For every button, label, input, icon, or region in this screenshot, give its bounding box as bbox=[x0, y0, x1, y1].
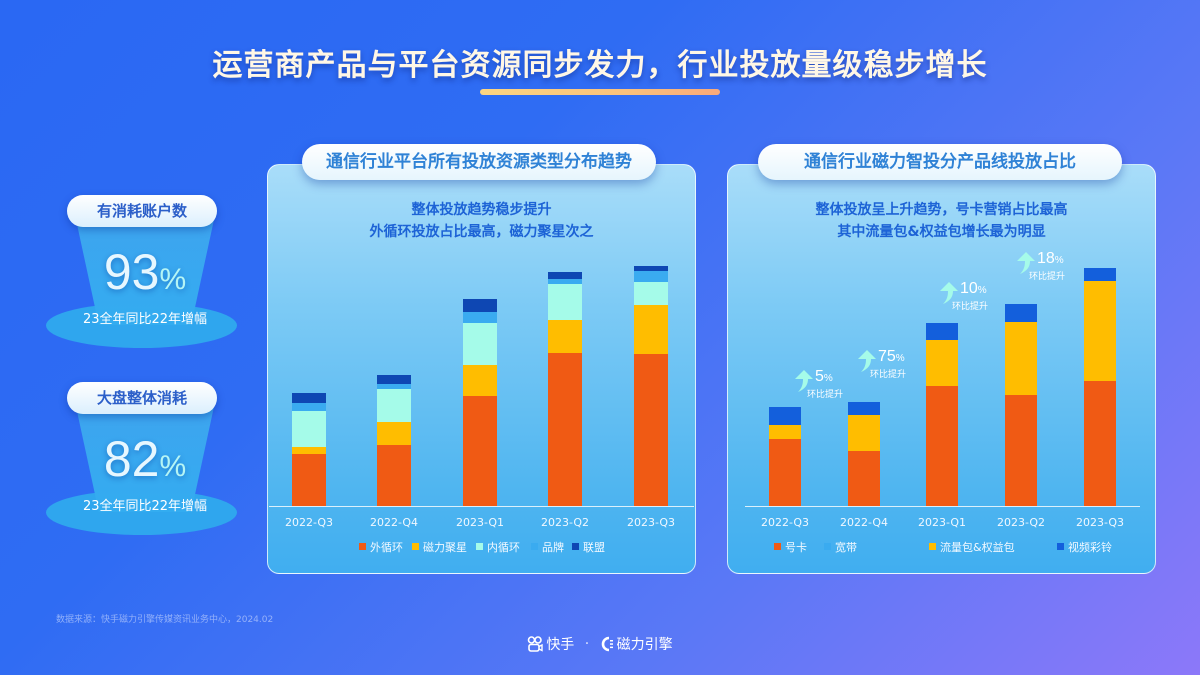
kpi-label: 有消耗账户数 bbox=[67, 195, 217, 227]
bar-segment bbox=[377, 389, 411, 422]
bar-segment bbox=[634, 266, 668, 271]
bar-segment bbox=[848, 451, 880, 506]
x-axis-label: 2023-Q2 bbox=[540, 516, 590, 529]
bar-segment bbox=[926, 323, 958, 340]
bar-segment bbox=[848, 415, 880, 451]
bar-segment bbox=[926, 386, 958, 506]
up-arrow-icon bbox=[795, 370, 813, 392]
legend-swatch bbox=[359, 543, 366, 550]
bar-segment bbox=[548, 320, 582, 353]
x-axis-label: 2023-Q3 bbox=[1075, 516, 1125, 529]
bar-segment bbox=[292, 393, 326, 403]
legend-swatch bbox=[476, 543, 483, 550]
bar-segment bbox=[769, 439, 801, 506]
up-arrow-icon bbox=[858, 350, 876, 372]
x-axis-label: 2023-Q2 bbox=[996, 516, 1046, 529]
bar-segment bbox=[1005, 322, 1037, 395]
bar-segment bbox=[1084, 281, 1116, 381]
bar-segment bbox=[548, 284, 582, 320]
bar-segment bbox=[769, 425, 801, 439]
footer-brand: 快手 · 磁力引擎 bbox=[0, 634, 1200, 654]
growth-annotation: 75% 环比提升 bbox=[858, 348, 928, 388]
title-underline bbox=[480, 89, 720, 95]
bar-segment bbox=[377, 422, 411, 445]
cili-engine-logo-icon bbox=[601, 636, 613, 652]
left-chart-title: 通信行业平台所有投放资源类型分布趋势 bbox=[302, 144, 656, 180]
legend-swatch bbox=[1057, 543, 1064, 550]
bar-segment bbox=[634, 282, 668, 305]
right-chart-baseline bbox=[745, 506, 1140, 507]
bar-segment bbox=[292, 447, 326, 454]
bar-segment bbox=[463, 299, 497, 312]
legend-swatch bbox=[824, 543, 831, 550]
kpi-value: 82% bbox=[103, 431, 187, 487]
up-arrow-icon bbox=[1017, 252, 1035, 274]
bar-segment bbox=[1005, 304, 1037, 322]
right-chart-description: 整体投放呈上升趋势，号卡营销占比最高 其中流量包&权益包增长最为明显 bbox=[815, 202, 1068, 240]
legend-item: 号卡 bbox=[774, 539, 807, 555]
kpi-active-accounts: 有消耗账户数 93% 23全年同比22年增幅 bbox=[40, 185, 250, 355]
legend-item: 视频彩铃 bbox=[1057, 539, 1112, 555]
legend-swatch bbox=[774, 543, 781, 550]
left-chart-baseline bbox=[269, 506, 694, 507]
legend-swatch bbox=[412, 543, 419, 550]
legend-swatch bbox=[531, 543, 538, 550]
kpi-label: 大盘整体消耗 bbox=[67, 382, 217, 414]
legend-swatch bbox=[572, 543, 579, 550]
bar-segment bbox=[548, 279, 582, 284]
left-chart-description: 整体投放趋势稳步提升 外循环投放占比最高，磁力聚星次之 bbox=[369, 202, 594, 240]
bar-segment bbox=[377, 375, 411, 384]
bar-segment bbox=[548, 353, 582, 506]
growth-annotation: 5% 环比提升 bbox=[795, 368, 865, 408]
bar-segment bbox=[463, 396, 497, 506]
x-axis-label: 2022-Q3 bbox=[760, 516, 810, 529]
kuaishou-logo-icon bbox=[528, 636, 544, 652]
kpi-caption: 23全年同比22年增幅 bbox=[82, 312, 208, 327]
legend-swatch bbox=[929, 543, 936, 550]
legend-item: 流量包&权益包 bbox=[929, 539, 1015, 555]
x-axis-label: 2022-Q3 bbox=[284, 516, 334, 529]
bar-segment bbox=[634, 271, 668, 282]
kpi-caption: 23全年同比22年增幅 bbox=[82, 499, 208, 514]
legend-item: 磁力聚星 bbox=[412, 539, 467, 555]
bar-segment bbox=[1005, 395, 1037, 506]
growth-annotation: 10% 环比提升 bbox=[940, 280, 1010, 320]
kpi-value: 93% bbox=[103, 244, 187, 300]
bar-segment bbox=[292, 403, 326, 411]
bar-segment bbox=[926, 340, 958, 386]
legend-item: 宽带 bbox=[824, 539, 857, 555]
page-title: 运营商产品与平台资源同步发力，行业投放量级稳步增长 bbox=[212, 48, 988, 83]
right-chart-title: 通信行业磁力智投分产品线投放占比 bbox=[758, 144, 1122, 180]
legend-item: 联盟 bbox=[572, 539, 605, 555]
bar-segment bbox=[769, 407, 801, 425]
x-axis-label: 2023-Q1 bbox=[917, 516, 967, 529]
bar-segment bbox=[377, 384, 411, 389]
bar-segment bbox=[463, 323, 497, 365]
bar-segment bbox=[548, 272, 582, 279]
x-axis-label: 2022-Q4 bbox=[839, 516, 889, 529]
bar-segment bbox=[463, 365, 497, 396]
bar-segment bbox=[463, 312, 497, 323]
kpi-beam bbox=[75, 215, 215, 325]
kpi-total-spend: 大盘整体消耗 82% 23全年同比22年增幅 bbox=[40, 372, 250, 542]
bar-segment bbox=[292, 411, 326, 447]
bar-segment bbox=[1084, 268, 1116, 281]
x-axis-label: 2023-Q3 bbox=[626, 516, 676, 529]
kpi-beam bbox=[75, 402, 215, 512]
x-axis-label: 2022-Q4 bbox=[369, 516, 419, 529]
legend-item: 外循环 bbox=[359, 539, 403, 555]
x-axis-label: 2023-Q1 bbox=[455, 516, 505, 529]
legend-item: 品牌 bbox=[531, 539, 564, 555]
data-source-note: 数据来源：快手磁力引擎传媒资讯业务中心，2024.02 bbox=[56, 615, 274, 625]
growth-annotation: 18% 环比提升 bbox=[1017, 250, 1087, 290]
bar-segment bbox=[377, 445, 411, 506]
bar-segment bbox=[292, 454, 326, 506]
bar-segment bbox=[634, 305, 668, 354]
up-arrow-icon bbox=[940, 282, 958, 304]
bar-segment bbox=[848, 402, 880, 415]
bar-segment bbox=[1084, 381, 1116, 506]
legend-item: 内循环 bbox=[476, 539, 520, 555]
bar-segment bbox=[634, 354, 668, 506]
